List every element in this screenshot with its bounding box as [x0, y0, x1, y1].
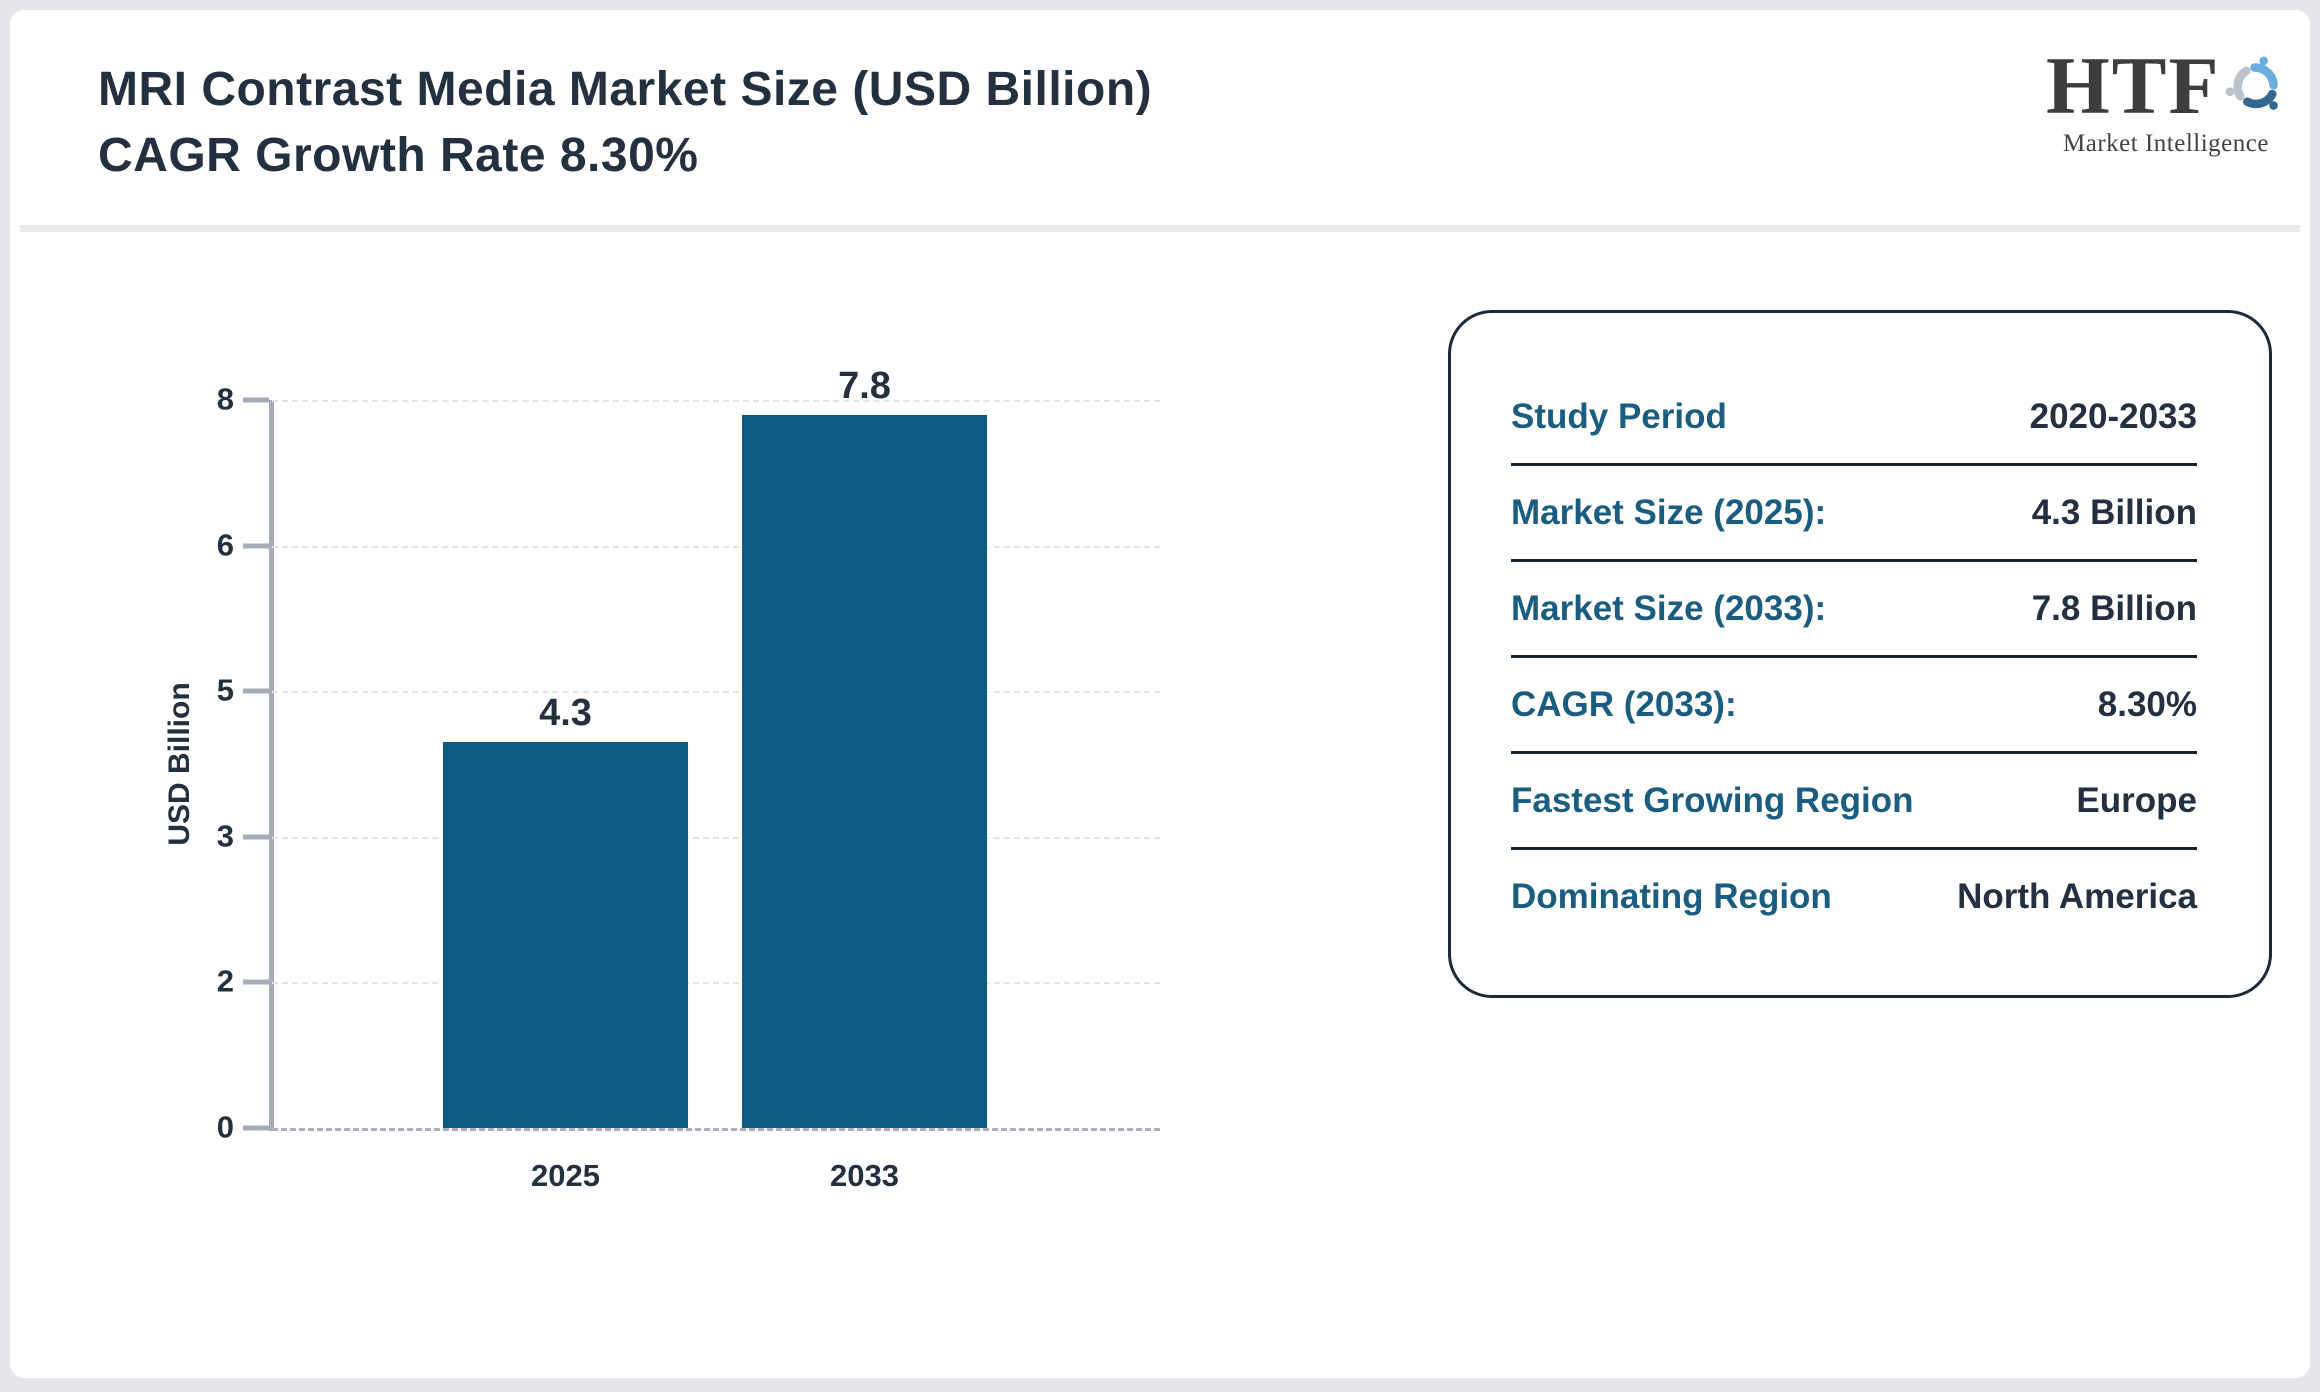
logo-mark-icon	[2225, 56, 2278, 110]
header-divider	[20, 225, 2300, 232]
panel-row: Fastest Growing Region Europe	[1511, 754, 2197, 850]
logo-top: HTF	[2046, 40, 2286, 132]
y-tick-mark	[243, 397, 269, 403]
gridline	[272, 400, 1160, 402]
logo-text: HTF	[2046, 40, 2221, 131]
gridline	[272, 691, 1160, 694]
header: MRI Contrast Media Market Size (USD Bill…	[10, 10, 2310, 215]
y-tick-mark	[243, 688, 269, 694]
y-tick-mark	[243, 979, 269, 985]
y-tick-label: 6	[216, 526, 234, 562]
y-tick-label: 2	[216, 963, 234, 999]
panel-row-value: Europe	[2076, 780, 2197, 820]
gridline	[272, 836, 1160, 839]
panel-row-label: Market Size (2033):	[1511, 588, 1827, 628]
panel-row-value: 7.8 Billion	[2031, 588, 2197, 628]
x-tick-label: 2025	[531, 1158, 600, 1193]
logo-subtext: Market Intelligence	[2063, 130, 2269, 157]
panel-row-value: 8.30%	[2097, 684, 2197, 724]
panel-row: Market Size (2033): 7.8 Billion	[1511, 562, 2197, 658]
x-axis-baseline	[272, 1128, 1160, 1131]
y-tick-mark	[243, 834, 269, 840]
y-axis-line	[269, 400, 274, 1131]
panel-row: CAGR (2033): 8.30%	[1511, 658, 2197, 754]
panel-row-value: 4.3 Billion	[2031, 492, 2197, 532]
y-tick-label: 0	[216, 1109, 234, 1145]
panel-row: Market Size (2025): 4.3 Billion	[1511, 466, 2197, 562]
info-panel: Study Period 2020-2033 Market Size (2025…	[1448, 310, 2272, 998]
bar-2025	[443, 742, 688, 1128]
bar-chart-plot-area: 8 6 5 3 2 0 4.3 2025 7.8 2033	[217, 367, 1160, 1191]
panel-row: Study Period 2020-2033	[1511, 370, 2197, 466]
logo: HTF	[2046, 40, 2286, 180]
panel-row-label: Study Period	[1511, 396, 1727, 436]
panel-row-label: CAGR (2033):	[1511, 684, 1737, 724]
report-card: MRI Contrast Media Market Size (USD Bill…	[10, 10, 2310, 1378]
y-tick-mark	[243, 1125, 269, 1131]
bar-value-label: 4.3	[539, 692, 592, 734]
bar-2033	[742, 415, 987, 1128]
page-subtitle: CAGR Growth Rate 8.30%	[98, 129, 699, 182]
y-tick-label: 3	[216, 818, 234, 854]
panel-row: Dominating Region North America	[1511, 850, 2197, 943]
panel-row-label: Dominating Region	[1511, 876, 1832, 916]
panel-row-label: Fastest Growing Region	[1511, 780, 1914, 820]
bar-value-label: 7.8	[838, 365, 891, 407]
y-tick-label: 8	[216, 381, 234, 417]
panel-row-value: North America	[1957, 876, 2197, 916]
y-tick-label: 5	[216, 672, 234, 708]
panel-row-label: Market Size (2025):	[1511, 492, 1827, 532]
y-tick-mark	[243, 543, 269, 549]
panel-row-value: 2020-2033	[2029, 396, 2197, 436]
gridline	[272, 982, 1160, 985]
x-tick-label: 2033	[830, 1158, 899, 1193]
page-title: MRI Contrast Media Market Size (USD Bill…	[98, 63, 1153, 116]
gridline	[272, 545, 1160, 548]
